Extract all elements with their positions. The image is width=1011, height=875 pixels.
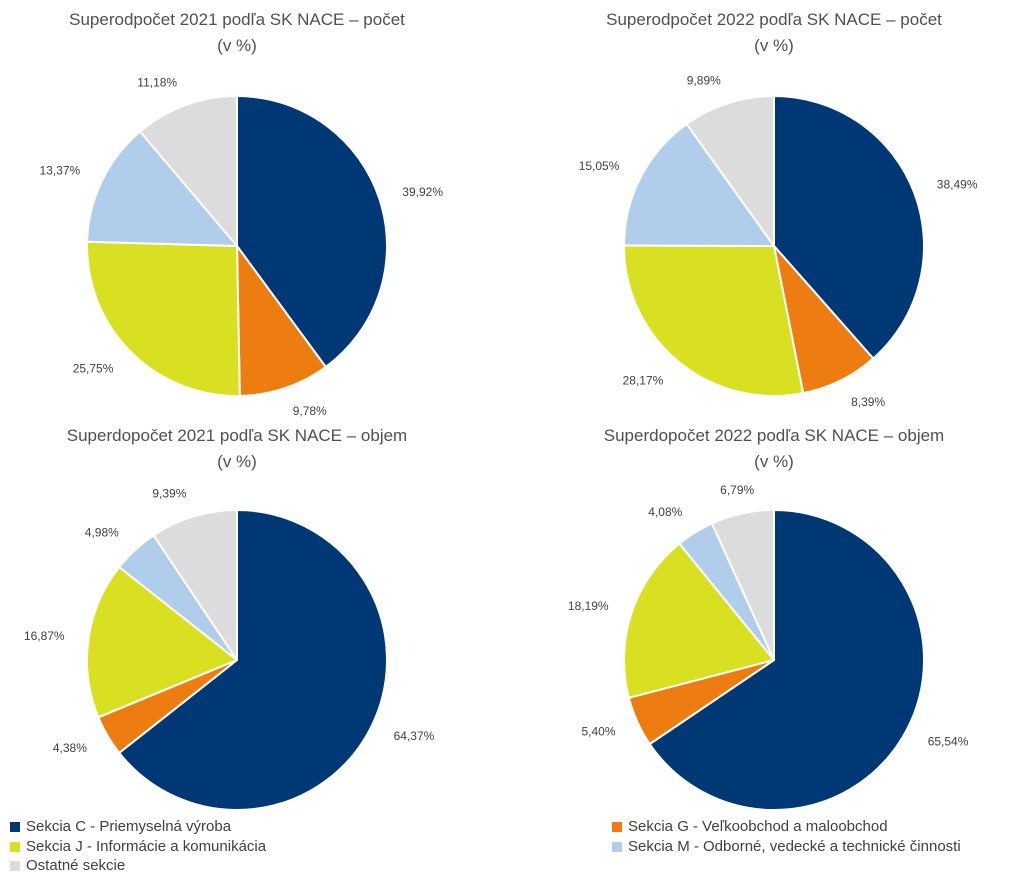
chart-subtitle-2021-pocet: (v %) [217, 36, 257, 55]
legend-item-sekcia-j: Sekcia J - Informácie a komunikácia [10, 838, 266, 856]
pie-slice-2021-pocet-ostatne [139, 95, 238, 247]
legend-swatch-sekcia-g [612, 822, 622, 832]
legend-item-sekcia-c: Sekcia C - Priemyselná výroba [10, 818, 231, 836]
pie-slice-2022-objem-sekcia-c [648, 509, 925, 811]
data-label-2021-objem-sekcia-c: 64,37% [394, 729, 435, 743]
chart-subtitle-2022-pocet: (v %) [754, 36, 794, 55]
data-label-2022-pocet-sekcia-c: 38,49% [937, 178, 978, 192]
legend-item-ostatne: Ostatné sekcie [10, 857, 125, 875]
pie-slice-2021-objem-ostatne [152, 509, 238, 661]
data-label-2021-objem-sekcia-m: 4,98% [85, 525, 119, 539]
data-label-2022-pocet-sekcia-g: 8,39% [851, 395, 885, 409]
chart-subtitle-2021-objem: (v %) [217, 452, 257, 471]
legend-item-sekcia-m: Sekcia M - Odborné, vedecké a technické … [612, 838, 961, 856]
pie-chart-2022-objem: Superdopočet 2022 podľa SK NACE – objem (… [568, 426, 969, 811]
data-label-2022-objem-sekcia-g: 5,40% [581, 725, 615, 739]
data-label-2021-pocet-sekcia-g: 9,78% [293, 404, 327, 418]
data-label-2021-objem-sekcia-j: 16,87% [24, 629, 65, 643]
chart-title-2022-pocet: Superodpočet 2022 podľa SK NACE – počet [606, 10, 942, 29]
data-label-2022-objem-sekcia-c: 65,54% [928, 735, 969, 749]
pie-slice-2022-objem-sekcia-j [623, 542, 775, 699]
data-label-2022-objem-ostatne: 6,79% [720, 483, 754, 497]
pie-slice-2022-objem-ostatne [710, 509, 775, 661]
data-label-2021-pocet-sekcia-m: 13,37% [39, 164, 80, 178]
legend-label-sekcia-j: Sekcia J - Informácie a komunikácia [26, 838, 267, 855]
pie-slice-2022-pocet-sekcia-m [623, 123, 775, 247]
legend-swatch-sekcia-j [10, 842, 20, 852]
pie-slice-2021-pocet-sekcia-c [236, 95, 388, 368]
data-label-2022-pocet-sekcia-m: 15,05% [579, 159, 620, 173]
legend-label-sekcia-g: Sekcia G - Veľkoobchod a maloobchod [628, 818, 888, 835]
data-label-2022-pocet-ostatne: 9,89% [687, 73, 721, 87]
legend-label-sekcia-m: Sekcia M - Odborné, vedecké a technické … [628, 838, 961, 855]
pie-chart-2021-objem: Superdopočet 2021 podľa SK NACE – objem (… [24, 426, 435, 811]
pie-chart-2021-pocet: Superodpočet 2021 podľa SK NACE – počet (… [39, 10, 443, 418]
legend-swatch-ostatne [10, 861, 20, 871]
data-label-2022-objem-sekcia-m: 4,08% [648, 505, 682, 519]
legend-swatch-sekcia-c [10, 822, 20, 832]
legend-swatch-sekcia-m [612, 842, 622, 852]
pie-slice-2021-objem-sekcia-j [86, 566, 238, 719]
chart-title-2021-pocet: Superodpočet 2021 podľa SK NACE – počet [69, 10, 405, 29]
chart-subtitle-2022-objem: (v %) [754, 452, 794, 471]
data-label-2021-pocet-sekcia-c: 39,92% [402, 185, 443, 199]
data-label-2022-pocet-sekcia-j: 28,17% [623, 373, 664, 387]
data-label-2021-pocet-ostatne: 11,18% [137, 76, 177, 90]
legend-label-ostatne: Ostatné sekcie [26, 857, 126, 874]
chart-title-2022-objem: Superdopočet 2022 podľa SK NACE – objem [604, 426, 944, 445]
data-label-2021-objem-sekcia-g: 4,38% [53, 741, 87, 755]
pie-chart-2022-pocet: Superodpočet 2022 podľa SK NACE – počet (… [579, 10, 978, 409]
data-label-2021-pocet-sekcia-j: 25,75% [73, 362, 114, 376]
pie-slice-2021-pocet-sekcia-m [86, 130, 238, 247]
data-label-2022-objem-sekcia-j: 18,19% [568, 599, 609, 613]
pie-slice-2022-pocet-ostatne [685, 95, 775, 247]
legend-label-sekcia-c: Sekcia C - Priemyselná výroba [26, 818, 232, 835]
pie-slice-2021-pocet-sekcia-j [86, 240, 241, 397]
legend-item-sekcia-g: Sekcia G - Veľkoobchod a maloobchod [612, 818, 888, 836]
data-label-2021-objem-ostatne: 9,39% [152, 487, 186, 501]
pie-slice-2022-pocet-sekcia-c [773, 95, 925, 360]
chart-title-2021-objem: Superdopočet 2021 podľa SK NACE – objem [67, 426, 407, 445]
pie-slice-2021-objem-sekcia-c [118, 509, 388, 811]
pie-slice-2021-pocet-sekcia-g [236, 245, 327, 397]
pie-slice-2022-pocet-sekcia-j [622, 244, 805, 398]
